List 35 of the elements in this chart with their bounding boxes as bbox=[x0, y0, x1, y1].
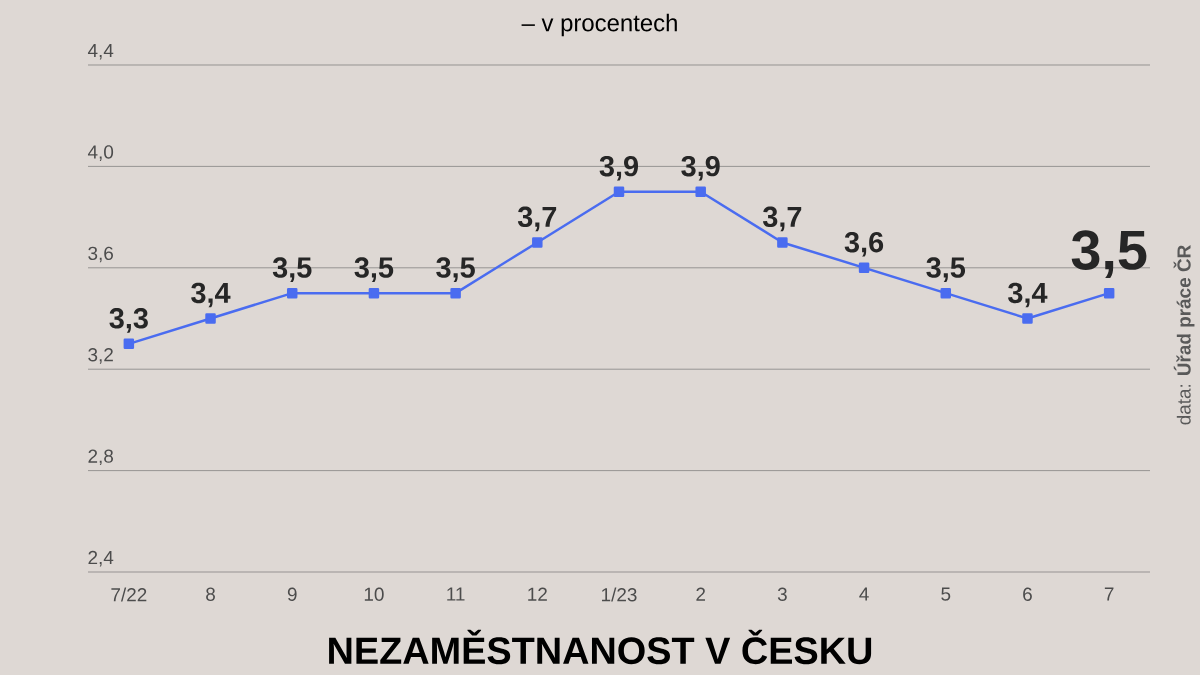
data-label: 3,9 bbox=[599, 155, 639, 181]
data-label: 3,5 bbox=[1071, 230, 1147, 278]
y-tick-label: 2,4 bbox=[88, 550, 114, 567]
data-label: 3,5 bbox=[926, 257, 966, 282]
x-tick-label: 11 bbox=[447, 587, 465, 601]
x-tick-label: 9 bbox=[287, 587, 297, 601]
text: NEZAMĚSTNANOST V ČESKU bbox=[329, 629, 872, 665]
x-tick-label: 1/23 bbox=[602, 587, 637, 602]
data-label: 3,5 bbox=[272, 257, 312, 282]
y-tick-label: 3,2 bbox=[88, 348, 113, 364]
y-tick-label: 3,6 bbox=[88, 246, 113, 263]
x-tick-label: 2 bbox=[696, 587, 706, 601]
x-tick-label: 7 bbox=[1104, 587, 1114, 601]
data-label: 3,7 bbox=[517, 206, 557, 232]
y-tick-label: 4,4 bbox=[87, 44, 114, 60]
x-tick-label: 3 bbox=[777, 587, 787, 601]
x-tick-label: 7/22 bbox=[111, 587, 147, 602]
y-tick-label: 4,0 bbox=[87, 145, 114, 161]
data-label: 3,5 bbox=[354, 257, 394, 282]
x-tick-label: 5 bbox=[941, 587, 951, 601]
x-tick-label: 4 bbox=[859, 587, 869, 601]
data-label: 3,3 bbox=[109, 308, 148, 333]
data-label: 3,5 bbox=[436, 257, 475, 282]
x-tick-label: 8 bbox=[206, 587, 215, 601]
x-tick-label: 10 bbox=[364, 587, 384, 601]
text: data: Úřad práce ČR bbox=[1173, 245, 1195, 425]
data-label: 3,4 bbox=[1008, 282, 1048, 308]
y-tick-label: 2,8 bbox=[88, 449, 114, 466]
data-label: 3,7 bbox=[762, 206, 802, 232]
x-tick-label: 6 bbox=[1023, 587, 1032, 601]
data-label: 3,9 bbox=[681, 155, 720, 181]
chart-subtitle: – v procentech bbox=[521, 13, 677, 37]
x-tick-label: 12 bbox=[528, 587, 547, 601]
data-label: 3,6 bbox=[844, 231, 884, 257]
data-label: 3,4 bbox=[191, 282, 231, 308]
